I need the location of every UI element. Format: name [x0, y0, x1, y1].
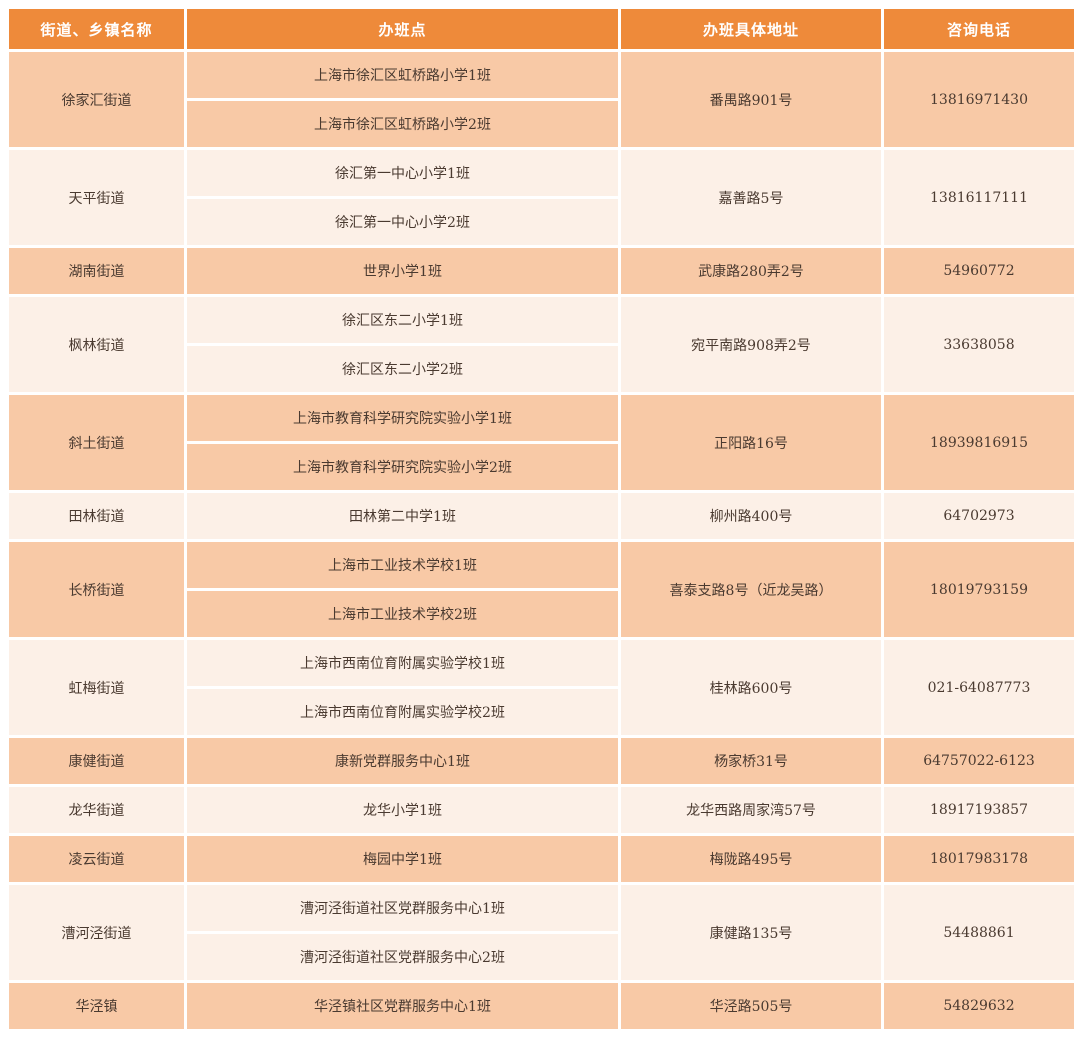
street-name-cell: 斜土街道 — [9, 395, 184, 490]
phone-cell: 18019793159 — [884, 542, 1074, 637]
street-name-cell: 漕河泾街道 — [9, 885, 184, 980]
table-row: 徐汇第一中心小学2班 — [9, 199, 1074, 245]
table-row: 漕河泾街道 漕河泾街道社区党群服务中心1班 康健路135号 54488861 — [9, 885, 1074, 980]
street-name-cell: 天平街道 — [9, 150, 184, 245]
class-location-table: 街道、乡镇名称 办班点 办班具体地址 咨询电话 徐家汇街道 上海市徐汇区虹桥路小学… — [6, 6, 1077, 1032]
address-cell: 喜泰支路8号（近龙吴路） — [621, 542, 881, 637]
table-row: 上海市工业技术学校2班 — [9, 591, 1074, 637]
table-row: 上海市西南位育附属实验学校2班 — [9, 689, 1074, 735]
table-row: 漕河泾街道社区党群服务中心2班 — [9, 934, 1074, 980]
class-location-cell: 田林第二中学1班 — [187, 493, 618, 539]
street-name-cell: 虹梅街道 — [9, 640, 184, 735]
street-name-cell: 徐家汇街道 — [9, 52, 184, 147]
class-location-cell: 上海市徐汇区虹桥路小学2班 — [187, 101, 618, 147]
table-row: 田林街道 田林第二中学1班 柳州路400号 64702973 — [9, 493, 1074, 539]
class-location-cell: 华泾镇社区党群服务中心1班 — [187, 983, 618, 1029]
table-row: 康健街道 康新党群服务中心1班 杨家桥31号 64757022-6123 — [9, 738, 1074, 784]
class-location-cell: 徐汇区东二小学2班 — [187, 346, 618, 392]
phone-cell: 54488861 — [884, 885, 1074, 980]
class-location-cell: 世界小学1班 — [187, 248, 618, 294]
class-location-cell: 龙华小学1班 — [187, 787, 618, 833]
street-name-cell: 长桥街道 — [9, 542, 184, 637]
table-row: 枫林街道 徐汇区东二小学1班 宛平南路908弄2号 33638058 — [9, 297, 1074, 392]
address-cell: 桂林路600号 — [621, 640, 881, 735]
address-cell: 番禺路901号 — [621, 52, 881, 147]
class-location-cell: 上海市徐汇区虹桥路小学1班 — [187, 52, 618, 98]
header-phone: 咨询电话 — [884, 9, 1074, 49]
street-name-cell: 田林街道 — [9, 493, 184, 539]
address-cell: 柳州路400号 — [621, 493, 881, 539]
address-cell: 华泾路505号 — [621, 983, 881, 1029]
address-cell: 嘉善路5号 — [621, 150, 881, 245]
table-row: 凌云街道 梅园中学1班 梅陇路495号 18017983178 — [9, 836, 1074, 882]
address-cell: 梅陇路495号 — [621, 836, 881, 882]
phone-cell: 13816117111 — [884, 150, 1074, 245]
street-name-cell: 龙华街道 — [9, 787, 184, 833]
table-row: 长桥街道 上海市工业技术学校1班 喜泰支路8号（近龙吴路） 18019793159 — [9, 542, 1074, 637]
class-location-cell: 上海市工业技术学校1班 — [187, 542, 618, 588]
phone-cell: 64757022-6123 — [884, 738, 1074, 784]
street-name-cell: 康健街道 — [9, 738, 184, 784]
class-location-cell: 上海市西南位育附属实验学校1班 — [187, 640, 618, 686]
phone-cell: 13816971430 — [884, 52, 1074, 147]
header-street: 街道、乡镇名称 — [9, 9, 184, 49]
address-cell: 杨家桥31号 — [621, 738, 881, 784]
table-row: 上海市教育科学研究院实验小学2班 — [9, 444, 1074, 490]
address-cell: 宛平南路908弄2号 — [621, 297, 881, 392]
address-cell: 龙华西路周家湾57号 — [621, 787, 881, 833]
table-row: 徐家汇街道 上海市徐汇区虹桥路小学1班 番禺路901号 13816971430 — [9, 52, 1074, 147]
table-row: 徐汇区东二小学2班 — [9, 346, 1074, 392]
class-location-cell: 康新党群服务中心1班 — [187, 738, 618, 784]
class-location-cell: 上海市西南位育附属实验学校2班 — [187, 689, 618, 735]
header-address: 办班具体地址 — [621, 9, 881, 49]
street-name-cell: 华泾镇 — [9, 983, 184, 1029]
table-row: 龙华街道 龙华小学1班 龙华西路周家湾57号 18917193857 — [9, 787, 1074, 833]
table-row: 斜土街道 上海市教育科学研究院实验小学1班 正阳路16号 18939816915 — [9, 395, 1074, 490]
class-location-cell: 徐汇第一中心小学2班 — [187, 199, 618, 245]
address-cell: 武康路280弄2号 — [621, 248, 881, 294]
header-row: 街道、乡镇名称 办班点 办班具体地址 咨询电话 — [9, 9, 1074, 49]
class-location-cell: 漕河泾街道社区党群服务中心2班 — [187, 934, 618, 980]
class-location-cell: 徐汇区东二小学1班 — [187, 297, 618, 343]
table-row: 天平街道 徐汇第一中心小学1班 嘉善路5号 13816117111 — [9, 150, 1074, 245]
street-name-cell: 枫林街道 — [9, 297, 184, 392]
phone-cell: 54829632 — [884, 983, 1074, 1029]
street-name-cell: 凌云街道 — [9, 836, 184, 882]
table-row: 上海市徐汇区虹桥路小学2班 — [9, 101, 1074, 147]
class-location-cell: 上海市教育科学研究院实验小学2班 — [187, 444, 618, 490]
class-location-cell: 上海市教育科学研究院实验小学1班 — [187, 395, 618, 441]
address-cell: 正阳路16号 — [621, 395, 881, 490]
table-row: 虹梅街道 上海市西南位育附属实验学校1班 桂林路600号 021-64087773 — [9, 640, 1074, 735]
phone-cell: 64702973 — [884, 493, 1074, 539]
table-row: 华泾镇 华泾镇社区党群服务中心1班 华泾路505号 54829632 — [9, 983, 1074, 1029]
class-location-cell: 徐汇第一中心小学1班 — [187, 150, 618, 196]
phone-cell: 18939816915 — [884, 395, 1074, 490]
table-row: 湖南街道 世界小学1班 武康路280弄2号 54960772 — [9, 248, 1074, 294]
phone-cell: 18017983178 — [884, 836, 1074, 882]
address-cell: 康健路135号 — [621, 885, 881, 980]
class-location-cell: 上海市工业技术学校2班 — [187, 591, 618, 637]
street-name-cell: 湖南街道 — [9, 248, 184, 294]
phone-cell: 54960772 — [884, 248, 1074, 294]
class-location-cell: 梅园中学1班 — [187, 836, 618, 882]
phone-cell: 18917193857 — [884, 787, 1074, 833]
phone-cell: 021-64087773 — [884, 640, 1074, 735]
phone-cell: 33638058 — [884, 297, 1074, 392]
header-class-location: 办班点 — [187, 9, 618, 49]
class-location-cell: 漕河泾街道社区党群服务中心1班 — [187, 885, 618, 931]
